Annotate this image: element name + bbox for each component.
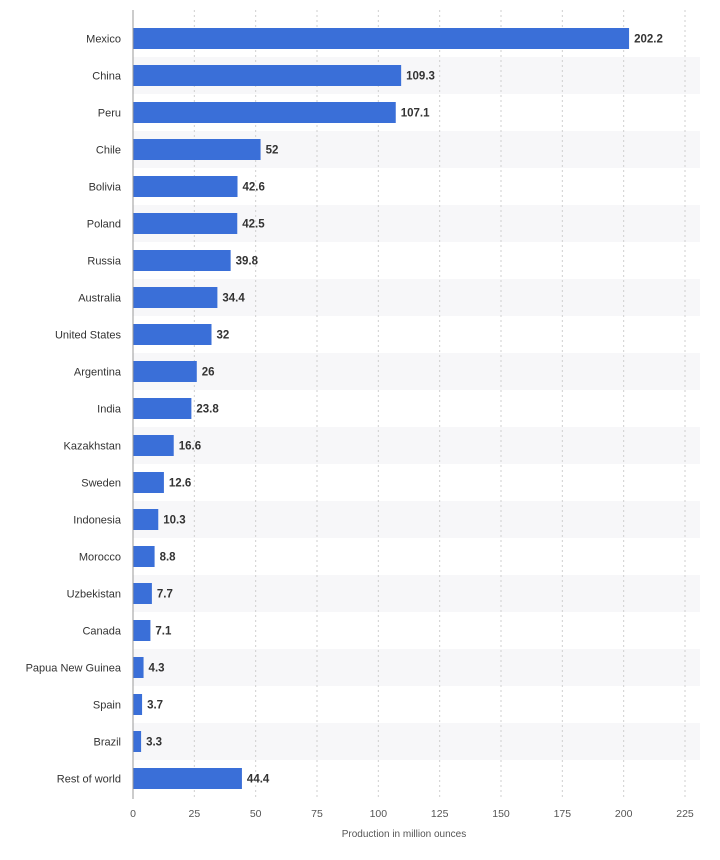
bar[interactable] bbox=[133, 546, 155, 567]
category-label: Peru bbox=[98, 108, 121, 120]
category-label: Bolivia bbox=[89, 182, 122, 194]
x-tick-label: 50 bbox=[250, 808, 262, 820]
bar[interactable] bbox=[133, 65, 402, 86]
category-label: China bbox=[92, 71, 122, 83]
bar[interactable] bbox=[133, 731, 142, 752]
row-band bbox=[133, 649, 700, 686]
bar[interactable] bbox=[133, 620, 151, 641]
bar[interactable] bbox=[133, 250, 231, 271]
category-label: Poland bbox=[87, 219, 121, 231]
x-tick-label: 175 bbox=[554, 808, 572, 820]
category-label: Australia bbox=[78, 293, 122, 305]
x-tick-label: 75 bbox=[311, 808, 323, 820]
category-label: Russia bbox=[87, 256, 122, 268]
category-label: Canada bbox=[82, 626, 121, 638]
row-band bbox=[133, 575, 700, 612]
x-tick-label: 200 bbox=[615, 808, 633, 820]
value-label: 109.3 bbox=[406, 71, 435, 83]
bar[interactable] bbox=[133, 176, 238, 197]
category-label: Kazakhstan bbox=[64, 441, 121, 453]
value-label: 4.3 bbox=[149, 663, 165, 675]
bar[interactable] bbox=[133, 287, 218, 308]
x-tick-label: 0 bbox=[130, 808, 136, 820]
row-bands bbox=[133, 57, 700, 760]
row-band bbox=[133, 427, 700, 464]
bar[interactable] bbox=[133, 509, 159, 530]
bar[interactable] bbox=[133, 768, 242, 789]
category-labels: Mexico China Peru Chile Bolivia Poland Russia A… bbox=[26, 34, 122, 786]
value-label: 26 bbox=[202, 367, 215, 379]
value-label: 32 bbox=[217, 330, 230, 342]
category-label: Brazil bbox=[93, 737, 121, 749]
x-axis-title: Production in million ounces bbox=[342, 829, 467, 840]
category-label: Chile bbox=[96, 145, 121, 157]
x-tick-label: 225 bbox=[676, 808, 694, 820]
category-label: Rest of world bbox=[57, 774, 121, 786]
category-label: Morocco bbox=[79, 552, 121, 564]
value-label: 34.4 bbox=[222, 293, 245, 305]
value-label: 3.7 bbox=[147, 700, 163, 712]
row-band bbox=[133, 353, 700, 390]
value-label: 39.8 bbox=[236, 256, 259, 268]
bar[interactable] bbox=[133, 28, 630, 49]
value-label: 10.3 bbox=[163, 515, 185, 527]
value-label: 107.1 bbox=[401, 108, 430, 120]
value-label: 12.6 bbox=[169, 478, 191, 490]
bar[interactable] bbox=[133, 435, 174, 456]
x-tick-label: 125 bbox=[431, 808, 449, 820]
category-label: United States bbox=[55, 330, 122, 342]
category-label: India bbox=[97, 404, 122, 416]
value-label: 3.3 bbox=[146, 737, 162, 749]
value-label: 7.1 bbox=[155, 626, 172, 638]
category-label: Indonesia bbox=[73, 515, 122, 527]
row-band bbox=[133, 279, 700, 316]
value-label: 8.8 bbox=[160, 552, 177, 564]
value-label: 42.6 bbox=[243, 182, 265, 194]
row-band bbox=[133, 723, 700, 760]
category-label: Papua New Guinea bbox=[26, 663, 122, 675]
x-tick-label: 100 bbox=[370, 808, 388, 820]
row-band bbox=[133, 501, 700, 538]
bar[interactable] bbox=[133, 324, 212, 345]
bars bbox=[133, 28, 630, 789]
category-label: Uzbekistan bbox=[67, 589, 121, 601]
value-label: 23.8 bbox=[196, 404, 219, 416]
bar[interactable] bbox=[133, 694, 143, 715]
value-label: 202.2 bbox=[634, 34, 663, 46]
value-label: 44.4 bbox=[247, 774, 270, 786]
value-label: 42.5 bbox=[242, 219, 265, 231]
category-label: Spain bbox=[93, 700, 121, 712]
value-label: 52 bbox=[266, 145, 279, 157]
category-label: Argentina bbox=[74, 367, 122, 379]
bar[interactable] bbox=[133, 398, 192, 419]
value-label: 16.6 bbox=[179, 441, 201, 453]
bar[interactable] bbox=[133, 472, 164, 493]
x-tick-label: 150 bbox=[492, 808, 510, 820]
bar[interactable] bbox=[133, 657, 144, 678]
bar[interactable] bbox=[133, 102, 396, 123]
x-tick-labels: 0 25 50 75 100 125 150 175 200 225 bbox=[130, 808, 694, 820]
value-label: 7.7 bbox=[157, 589, 173, 601]
bar[interactable] bbox=[133, 213, 238, 234]
bar[interactable] bbox=[133, 361, 197, 382]
category-label: Mexico bbox=[86, 34, 121, 46]
bar[interactable] bbox=[133, 139, 261, 160]
bar[interactable] bbox=[133, 583, 152, 604]
value-labels: 202.2 109.3 107.1 52 42.6 42.5 39.8 34.4 32 26 23.… bbox=[146, 34, 663, 786]
category-label: Sweden bbox=[81, 478, 121, 490]
x-tick-label: 25 bbox=[188, 808, 200, 820]
